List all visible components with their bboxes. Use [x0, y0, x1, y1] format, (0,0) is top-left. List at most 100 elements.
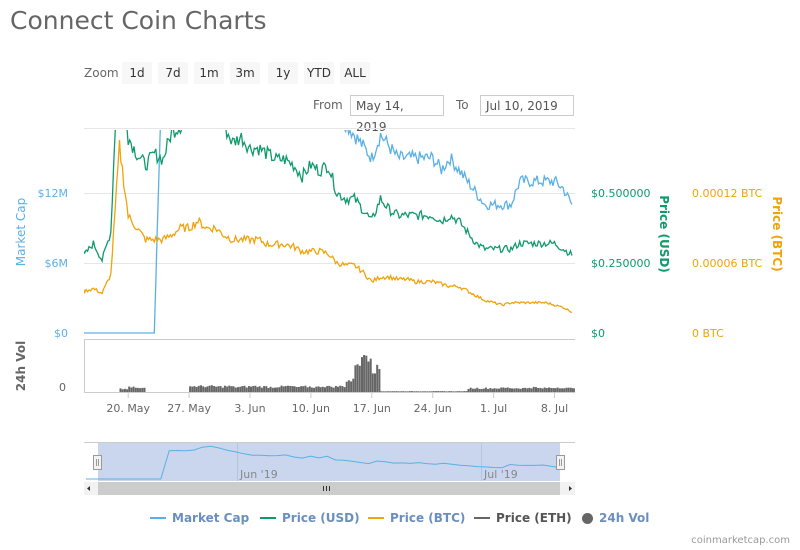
- volume-bar: [287, 385, 289, 392]
- btc-tick-012: 0.00012 BTC: [692, 187, 763, 200]
- volume-bar: [434, 391, 437, 392]
- volume-bar: [498, 388, 500, 392]
- volume-bar: [221, 387, 224, 392]
- volume-bar: [445, 391, 448, 392]
- navigator-selection[interactable]: [98, 443, 560, 481]
- vol-axis-title: 24h Vol: [14, 341, 28, 391]
- x-tick-label: 8. Jul: [541, 402, 568, 415]
- zoom-1d-button[interactable]: 1d: [122, 62, 152, 84]
- volume-bar: [354, 365, 357, 392]
- volume-bar: [136, 387, 139, 392]
- volume-bar: [417, 391, 420, 392]
- from-date-input[interactable]: May 14, 2019: [350, 95, 444, 134]
- btc-tick-006: 0.00006 BTC: [692, 257, 763, 270]
- volume-bar: [415, 391, 418, 392]
- credit-link[interactable]: coinmarketcap.com: [691, 535, 790, 546]
- volume-bar: [421, 391, 424, 392]
- legend-label: 24h Vol: [599, 511, 650, 525]
- volume-bar: [295, 386, 298, 392]
- volume-bar: [297, 386, 300, 392]
- volume-bar: [537, 388, 540, 392]
- volume-bar: [347, 380, 350, 392]
- volume-bar: [361, 357, 363, 392]
- volume-bar: [223, 385, 226, 392]
- volume-bar: [389, 391, 392, 392]
- legend-price-btc[interactable]: Price (BTC): [368, 511, 465, 525]
- volume-bar: [337, 386, 339, 392]
- volume-bar: [121, 389, 124, 392]
- volume-bar: [191, 386, 194, 392]
- volume-bar: [378, 369, 381, 392]
- volume-bar: [413, 391, 416, 392]
- volume-bar: [487, 388, 490, 392]
- scroll-right-arrow-icon[interactable]: [569, 486, 572, 491]
- volume-bar: [563, 388, 566, 392]
- volume-bar: [489, 388, 492, 392]
- volume-bar: [274, 387, 276, 392]
- legend-price-eth[interactable]: Price (ETH): [474, 511, 572, 525]
- volume-bar: [208, 385, 211, 392]
- legend-dot-icon: [582, 512, 593, 524]
- volume-bar: [260, 387, 263, 392]
- x-tick-label: 17. Jun: [353, 402, 391, 415]
- volume-bar: [371, 373, 374, 392]
- volume-bar: [554, 388, 557, 392]
- volume-bar: [391, 391, 394, 392]
- volume-bar: [358, 365, 361, 392]
- volume-bar: [467, 388, 470, 392]
- price-usd-line: [84, 130, 573, 264]
- volume-bar: [482, 388, 485, 392]
- market-cap-line: [84, 130, 573, 334]
- volume-bar: [567, 387, 570, 392]
- navigator-handle-right[interactable]: [556, 455, 565, 470]
- volume-bar: [513, 388, 516, 392]
- divider: [84, 128, 575, 129]
- zoom-1m-button[interactable]: 1m: [194, 62, 224, 84]
- volume-bar: [232, 386, 235, 392]
- volume-bar: [508, 388, 511, 392]
- usd-tick-0: $0: [591, 327, 605, 340]
- scrollbar[interactable]: [84, 482, 575, 495]
- volume-bar: [215, 386, 218, 392]
- price-btc-line: [84, 139, 572, 313]
- volume-bar: [395, 391, 398, 392]
- to-date-input[interactable]: Jul 10, 2019: [480, 95, 574, 116]
- volume-bar: [402, 391, 405, 392]
- volume-bar: [454, 391, 457, 392]
- zoom-ytd-button[interactable]: YTD: [304, 62, 334, 84]
- volume-bar: [387, 391, 390, 392]
- volume-bar: [228, 385, 231, 392]
- zoom-3m-button[interactable]: 3m: [230, 62, 260, 84]
- zoom-1y-button[interactable]: 1y: [268, 62, 298, 84]
- zoom-all-button[interactable]: ALL: [340, 62, 370, 84]
- volume-bar: [556, 387, 559, 392]
- volume-bar: [263, 386, 266, 392]
- volume-bar: [571, 388, 574, 392]
- volume-bar: [352, 378, 355, 392]
- navigator-handle-left[interactable]: [93, 455, 102, 470]
- volume-bar: [204, 387, 207, 392]
- legend-market-cap[interactable]: Market Cap: [150, 511, 249, 525]
- legend-label: Price (BTC): [390, 511, 466, 525]
- volume-bar: [376, 364, 379, 392]
- legend-price-usd[interactable]: Price (USD): [260, 511, 360, 525]
- volume-bar: [524, 387, 527, 392]
- volume-bar: [315, 386, 318, 392]
- volume-bar: [476, 387, 479, 392]
- zoom-7d-button[interactable]: 7d: [158, 62, 188, 84]
- volume-bar: [382, 391, 385, 392]
- legend-24h-vol[interactable]: 24h Vol: [582, 511, 649, 525]
- volume-bar: [123, 388, 126, 392]
- volume-bar: [308, 386, 311, 392]
- volume-bar: [463, 391, 466, 392]
- volume-bar: [426, 391, 429, 392]
- navigator[interactable]: Jun '19 Jul '19: [84, 442, 575, 482]
- volume-bar: [519, 388, 522, 392]
- volume-bar: [579, 388, 581, 392]
- volume-bar: [126, 389, 129, 392]
- volume-bar: [545, 388, 548, 392]
- volume-bar: [332, 387, 335, 392]
- scroll-left-arrow-icon[interactable]: [87, 486, 90, 491]
- volume-bar: [250, 386, 252, 392]
